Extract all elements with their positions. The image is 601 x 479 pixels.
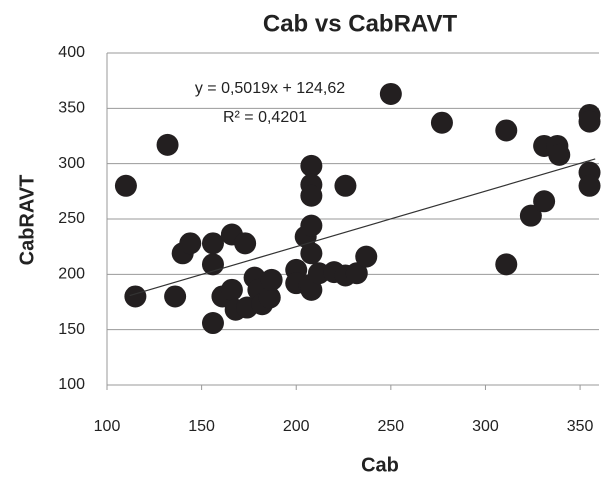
point — [260, 268, 283, 291]
y-tick-label: 100 — [58, 376, 85, 393]
x-tick-label: 200 — [283, 418, 310, 435]
x-tick-label: 300 — [472, 418, 499, 435]
y-tick-label: 300 — [58, 155, 85, 172]
chart-title: Cab vs CabRAVT — [263, 10, 458, 37]
y-tick-label: 150 — [58, 321, 85, 338]
point — [201, 232, 224, 255]
point — [201, 312, 224, 335]
point — [258, 286, 281, 309]
x-tick-label: 100 — [94, 418, 121, 435]
point — [379, 82, 402, 105]
point — [201, 253, 224, 276]
point — [164, 285, 187, 308]
x-tick-label: 150 — [188, 418, 215, 435]
point — [495, 119, 518, 142]
y-tick-label: 200 — [58, 266, 85, 283]
y-tick-label: 400 — [58, 44, 85, 61]
point — [300, 278, 323, 301]
x-tick-label: 250 — [377, 418, 404, 435]
point — [533, 190, 556, 213]
point — [355, 245, 378, 268]
point — [345, 262, 368, 285]
y-tick-label: 350 — [58, 100, 85, 117]
point — [114, 174, 137, 197]
point — [300, 242, 323, 265]
point — [220, 278, 243, 301]
point — [430, 111, 453, 134]
y-tick-label: 250 — [58, 210, 85, 227]
point — [124, 285, 147, 308]
trendline-equation: y = 0,5019x + 124,62 — [195, 80, 345, 97]
point — [234, 232, 257, 255]
trendline — [129, 158, 596, 297]
y-axis-label: CabRAVT — [16, 175, 38, 266]
x-axis-label: Cab — [361, 454, 399, 476]
point — [519, 204, 542, 227]
point — [300, 214, 323, 237]
point — [578, 110, 601, 133]
point — [179, 232, 202, 255]
point — [578, 174, 601, 197]
point — [300, 184, 323, 207]
point — [495, 253, 518, 276]
point — [156, 133, 179, 156]
point — [548, 143, 571, 166]
point — [300, 154, 323, 177]
point — [334, 174, 357, 197]
r-squared: R² = 0,4201 — [223, 109, 307, 126]
x-tick-label: 350 — [567, 418, 594, 435]
